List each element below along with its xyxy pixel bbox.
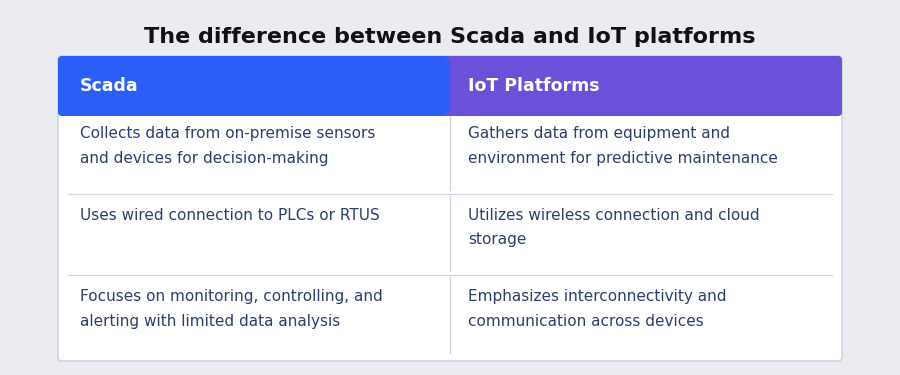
Text: Emphasizes interconnectivity and
communication across devices: Emphasizes interconnectivity and communi… (468, 290, 726, 329)
Text: Gathers data from equipment and
environment for predictive maintenance: Gathers data from equipment and environm… (468, 126, 778, 166)
Bar (442, 60, 450, 112)
Text: Collects data from on-premise sensors
and devices for decision-making: Collects data from on-premise sensors an… (80, 126, 375, 166)
Text: Uses wired connection to PLCs or RTUS: Uses wired connection to PLCs or RTUS (80, 208, 380, 223)
Bar (450, 60, 458, 112)
Bar (62, 86, 450, 112)
FancyBboxPatch shape (58, 56, 454, 116)
Text: Utilizes wireless connection and cloud
storage: Utilizes wireless connection and cloud s… (468, 208, 760, 247)
FancyBboxPatch shape (58, 56, 842, 361)
Text: The difference between Scada and IoT platforms: The difference between Scada and IoT pla… (144, 27, 756, 47)
Text: IoT Platforms: IoT Platforms (468, 77, 599, 95)
Text: Focuses on monitoring, controlling, and
alerting with limited data analysis: Focuses on monitoring, controlling, and … (80, 290, 382, 329)
Text: Scada: Scada (80, 77, 139, 95)
Bar (450, 86, 838, 112)
FancyBboxPatch shape (446, 56, 842, 116)
